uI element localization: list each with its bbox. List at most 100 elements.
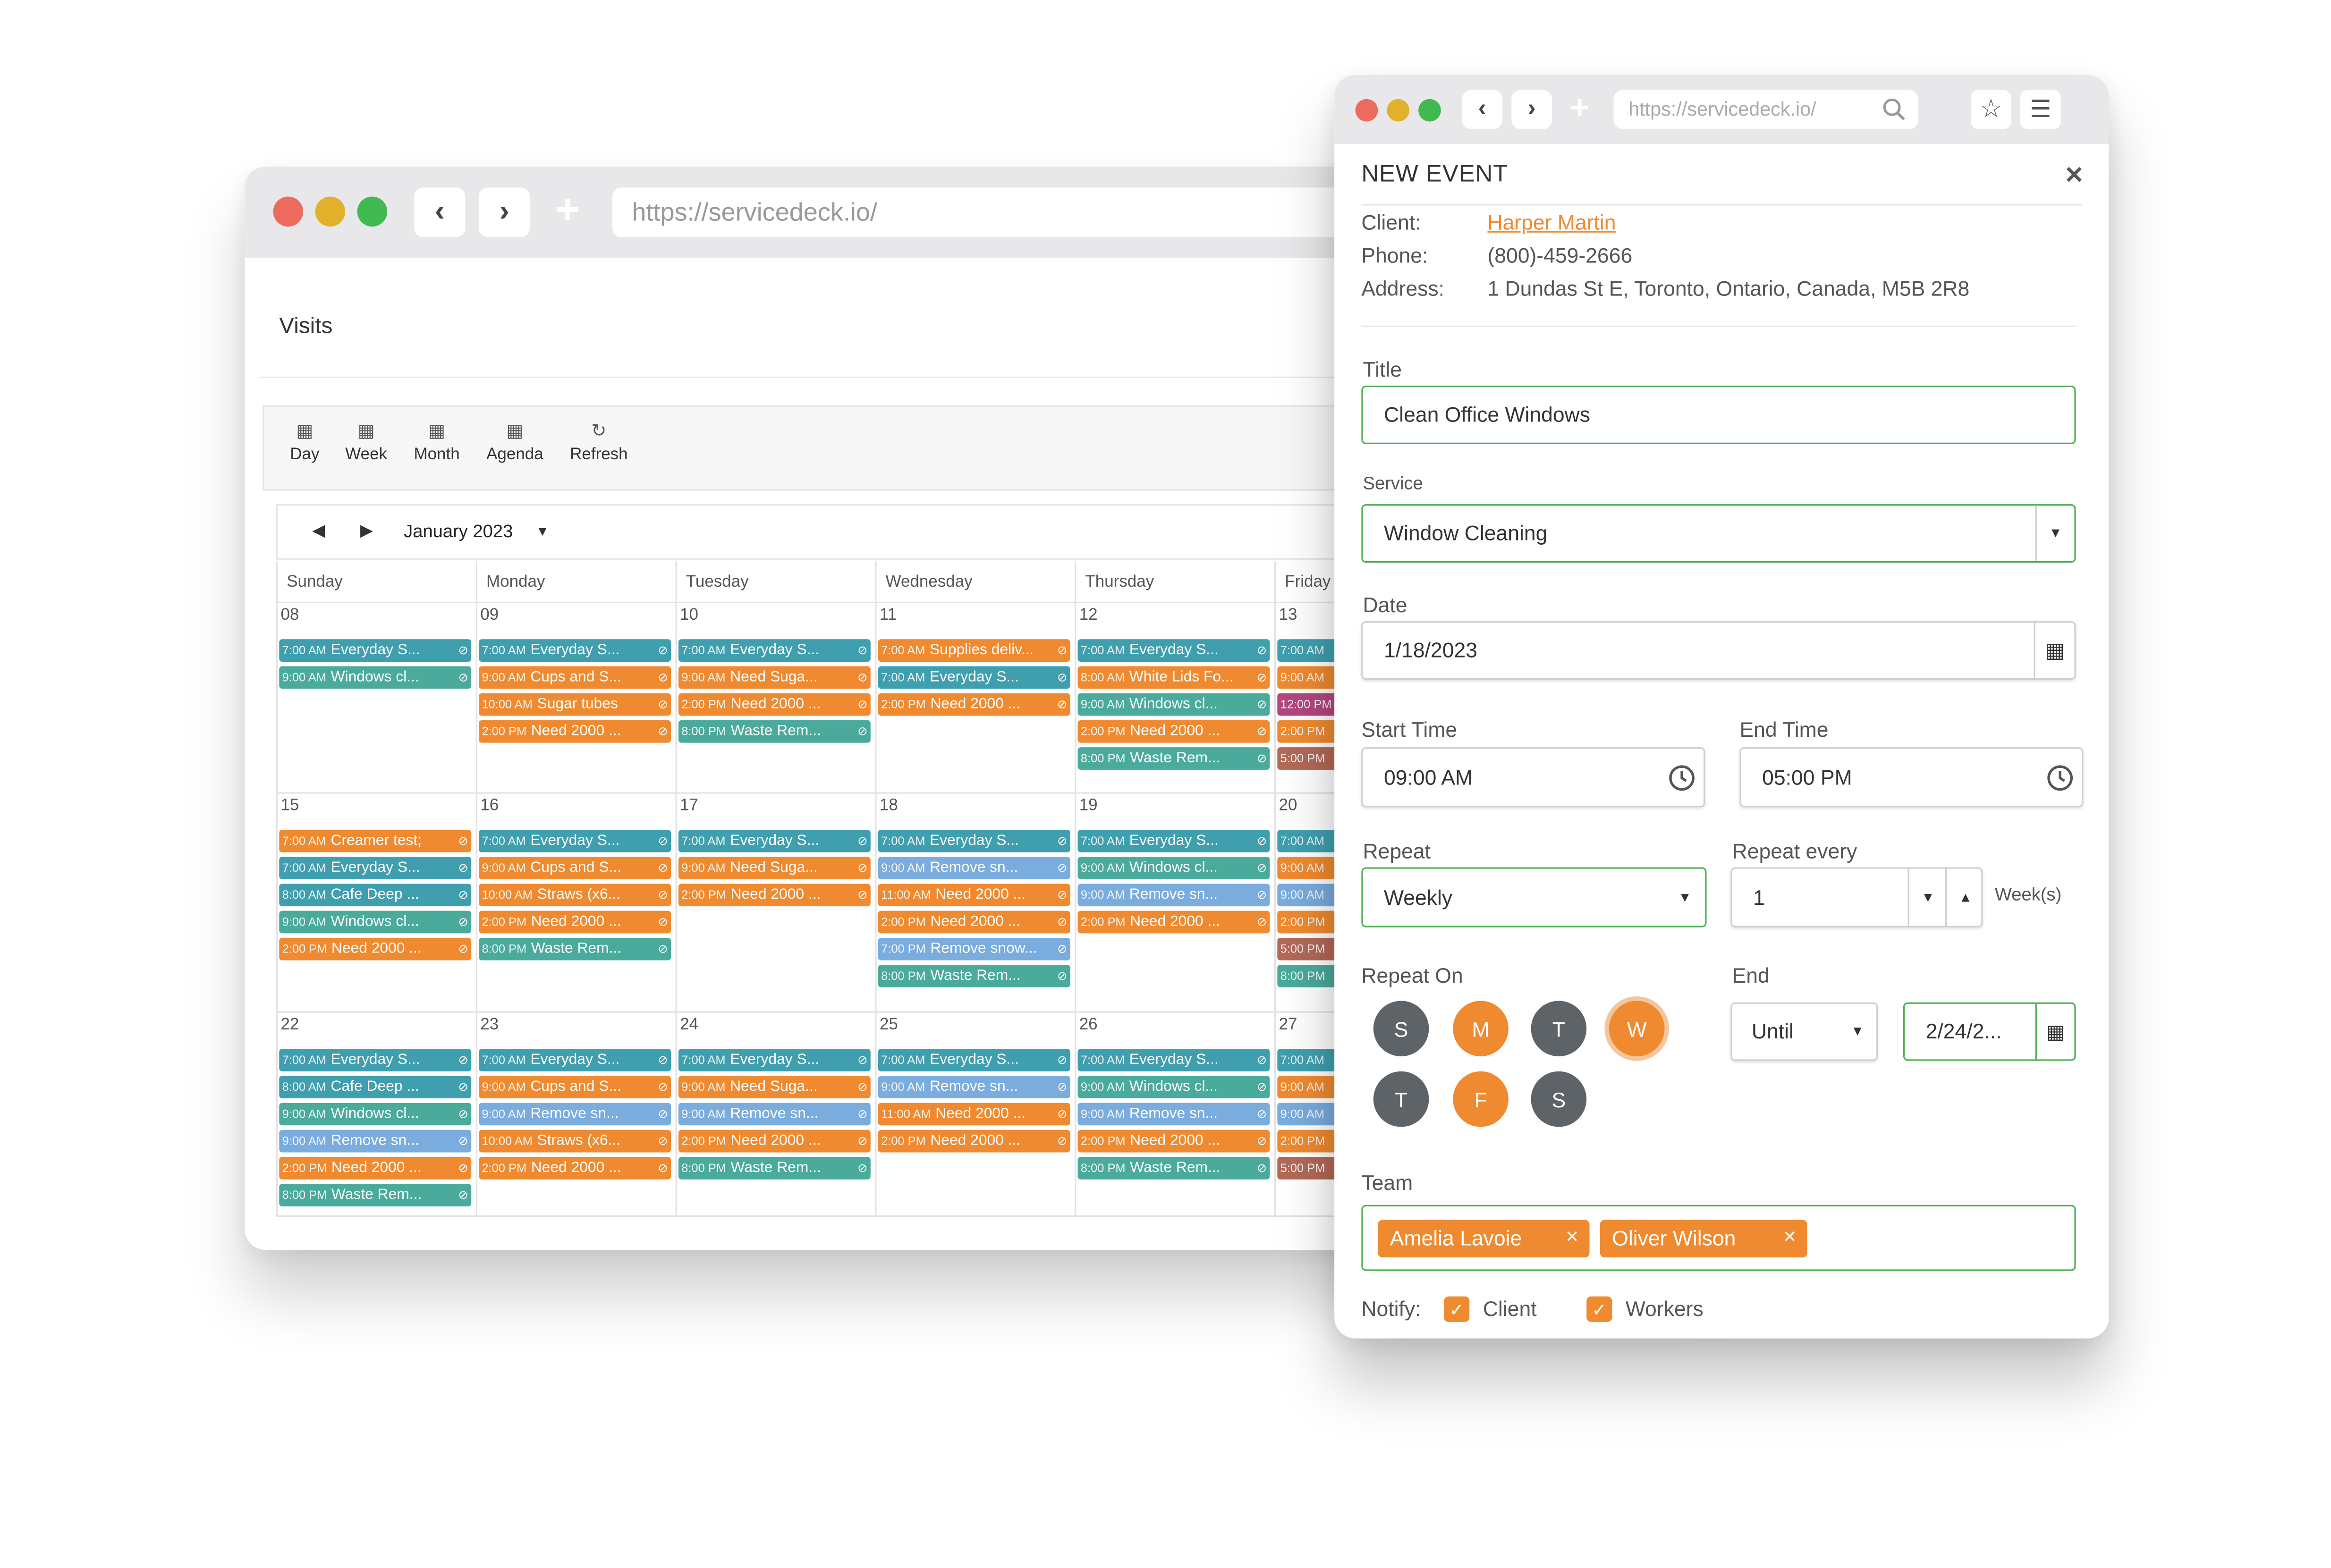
calendar-event[interactable]: 7:00 AM Everyday S... ⊘ [479,1049,671,1071]
calendar-event[interactable]: 9:00 AM Windows cl... ⊘ [279,666,472,689]
calendar-day-cell[interactable]: 15 7:00 AM Creamer test; ⊘ 7:00 AM Everyday S… [276,793,476,1013]
calendar-event[interactable]: 7:00 AM Everyday S... ⊘ [479,639,671,662]
calendar-event[interactable]: 9:00 AM Windows cl... ⊘ [279,910,472,934]
new-tab-icon[interactable]: + [1570,88,1590,126]
calendar-event[interactable]: 7:00 AM Everyday S... ⊘ [279,639,472,662]
month-label[interactable]: January 2023 [404,521,513,542]
end-time-input[interactable]: 05:00 PM [1739,747,2084,808]
calendar-event[interactable]: 7:00 AM Everyday S... ⊘ [1077,829,1270,852]
calendar-event[interactable]: 8:00 PM Waste Rem... ⊘ [678,1157,871,1180]
increment-icon[interactable]: ▲ [1945,868,1984,926]
calendar-event[interactable]: 9:00 AM Remove sn... ⊘ [279,1130,472,1153]
calendar-icon[interactable]: ▦ [2034,623,2075,678]
view-day-button[interactable]: ▦ Day [288,419,321,464]
calendar-day-cell[interactable]: 11 7:00 AM Supplies deliv... ⊘ 7:00 AM Everyd… [875,603,1075,794]
notify-workers-checkbox[interactable]: ✓ [1586,1296,1612,1322]
calendar-event[interactable]: 9:00 AM Windows cl... ⊘ [1077,693,1270,716]
maximize-window-dot[interactable] [357,196,388,227]
start-time-input[interactable]: 09:00 AM [1361,747,1705,808]
calendar-event[interactable]: 7:00 AM Everyday S... ⊘ [1077,639,1270,662]
close-window-dot[interactable] [1355,99,1378,122]
calendar-event[interactable]: 9:00 AM Remove sn... ⊘ [878,857,1070,879]
calendar-day-cell[interactable]: 12 7:00 AM Everyday S... ⊘ 8:00 AM White Lids… [1075,603,1274,794]
calendar-icon[interactable]: ▦ [2035,1003,2075,1060]
service-select[interactable]: Window Cleaning ▼ [1361,504,2076,563]
calendar-event[interactable]: 2:00 PM Need 2000 ... ⊘ [1077,910,1270,934]
menu-icon[interactable]: ☰ [2020,90,2061,129]
calendar-event[interactable]: 2:00 PM Need 2000 ... ⊘ [878,693,1070,716]
calendar-day-cell[interactable]: 18 7:00 AM Everyday S... ⊘ 9:00 AM Remove sn.… [875,793,1075,1013]
forward-icon[interactable]: › [479,187,530,237]
chevron-down-icon[interactable]: ▼ [535,523,550,539]
calendar-event[interactable]: 2:00 PM Need 2000 ... ⊘ [279,937,472,961]
weekday-toggle[interactable]: T [1373,1071,1429,1127]
title-input[interactable]: Clean Office Windows [1361,386,2076,444]
next-month-icon[interactable]: ▶ [360,522,373,540]
client-link[interactable]: Harper Martin [1487,210,1616,234]
address-bar[interactable]: https://servicedeck.io/ [1613,90,1918,129]
weekday-toggle[interactable]: T [1531,1001,1587,1057]
calendar-event[interactable]: 9:00 AM Need Suga... ⊘ [678,1076,871,1099]
calendar-day-cell[interactable]: 16 7:00 AM Everyday S... ⊘ 9:00 AM Cups and S… [475,793,676,1013]
calendar-event[interactable]: 8:00 PM Waste Rem... ⊘ [479,937,671,961]
calendar-event[interactable]: 9:00 AM Cups and S... ⊘ [479,857,671,879]
calendar-event[interactable]: 2:00 PM Need 2000 ... ⊘ [678,693,871,716]
calendar-event[interactable]: 9:00 AM Need Suga... ⊘ [678,857,871,879]
calendar-day-cell[interactable]: 08 7:00 AM Everyday S... ⊘ 9:00 AM Windows cl… [276,603,476,794]
minimize-window-dot[interactable] [315,196,346,227]
calendar-event[interactable]: 2:00 PM Need 2000 ... ⊘ [279,1157,472,1180]
calendar-event[interactable]: 8:00 PM Waste Rem... ⊘ [1077,747,1270,770]
calendar-event[interactable]: 2:00 PM Need 2000 ... ⊘ [1077,720,1270,743]
weekday-toggle[interactable]: F [1453,1071,1509,1127]
calendar-event[interactable]: 7:00 AM Supplies deliv... ⊘ [878,639,1070,662]
calendar-event[interactable]: 9:00 AM Need Suga... ⊘ [678,666,871,689]
back-icon[interactable]: ‹ [1462,90,1503,129]
calendar-event[interactable]: 9:00 AM Remove sn... ⊘ [1077,1103,1270,1126]
close-icon[interactable]: × [2065,159,2083,192]
calendar-event[interactable]: 7:00 AM Everyday S... ⊘ [279,857,472,879]
remove-icon[interactable]: ✕ [1782,1229,1797,1247]
calendar-event[interactable]: 7:00 AM Everyday S... ⊘ [1077,1049,1270,1071]
calendar-day-cell[interactable]: 26 7:00 AM Everyday S... ⊘ 9:00 AM Windows cl… [1075,1012,1274,1217]
calendar-event[interactable]: 11:00 AM Need 2000 ... ⊘ [878,1103,1070,1126]
minimize-window-dot[interactable] [1387,99,1410,122]
calendar-event[interactable]: 7:00 AM Everyday S... ⊘ [878,829,1070,852]
calendar-event[interactable]: 7:00 AM Creamer test; ⊘ [279,829,472,852]
decrement-icon[interactable]: ▼ [1907,868,1947,926]
chevron-down-icon[interactable]: ▼ [1678,890,1692,905]
calendar-event[interactable]: 8:00 PM Waste Rem... ⊘ [1077,1157,1270,1180]
calendar-event[interactable]: 2:00 PM Need 2000 ... ⊘ [479,720,671,743]
star-icon[interactable]: ☆ [1971,90,2011,129]
calendar-event[interactable]: 2:00 PM Need 2000 ... ⊘ [1077,1130,1270,1153]
calendar-event[interactable]: 9:00 AM Remove sn... ⊘ [878,1076,1070,1099]
calendar-event[interactable]: 7:00 AM Everyday S... ⊘ [678,1049,871,1071]
weekday-toggle[interactable]: W [1609,1001,1665,1057]
calendar-day-cell[interactable]: 17 7:00 AM Everyday S... ⊘ 9:00 AM Need Suga.… [675,793,875,1013]
calendar-day-cell[interactable]: 24 7:00 AM Everyday S... ⊘ 9:00 AM Need Suga.… [675,1012,875,1217]
calendar-event[interactable]: 2:00 PM Need 2000 ... ⊘ [678,884,871,907]
calendar-event[interactable]: 2:00 PM Need 2000 ... ⊘ [479,910,671,934]
calendar-event[interactable]: 9:00 AM Windows cl... ⊘ [279,1103,472,1126]
calendar-event[interactable]: 9:00 AM Windows cl... ⊘ [1077,1076,1270,1099]
calendar-day-cell[interactable]: 25 7:00 AM Everyday S... ⊘ 9:00 AM Remove sn.… [875,1012,1075,1217]
calendar-day-cell[interactable]: 19 7:00 AM Everyday S... ⊘ 9:00 AM Windows cl… [1075,793,1274,1013]
remove-icon[interactable]: ✕ [1565,1229,1579,1247]
clock-icon[interactable] [2046,764,2074,792]
calendar-event[interactable]: 7:00 PM Remove snow... ⊘ [878,937,1070,961]
calendar-event[interactable]: 2:00 PM Need 2000 ... ⊘ [878,910,1070,934]
calendar-event[interactable]: 8:00 AM Cafe Deep ... ⊘ [279,884,472,907]
calendar-event[interactable]: 2:00 PM Need 2000 ... ⊘ [479,1157,671,1180]
date-input[interactable]: 1/18/2023 ▦ [1361,621,2076,680]
repeat-select[interactable]: Weekly ▼ [1361,867,1707,927]
new-tab-icon[interactable]: + [555,186,580,233]
calendar-event[interactable]: 10:00 AM Straws (x6... ⊘ [479,1130,671,1153]
calendar-event[interactable]: 10:00 AM Sugar tubes ⊘ [479,693,671,716]
refresh-button[interactable]: ↻ Refresh [566,419,632,464]
back-icon[interactable]: ‹ [414,187,466,237]
calendar-event[interactable]: 9:00 AM Remove sn... ⊘ [1077,884,1270,907]
previous-month-icon[interactable]: ◀ [312,522,325,540]
calendar-event[interactable]: 8:00 AM White Lids Fo... ⊘ [1077,666,1270,689]
calendar-event[interactable]: 10:00 AM Straws (x6... ⊘ [479,884,671,907]
weekday-toggle[interactable]: S [1373,1001,1429,1057]
close-window-dot[interactable] [273,196,304,227]
